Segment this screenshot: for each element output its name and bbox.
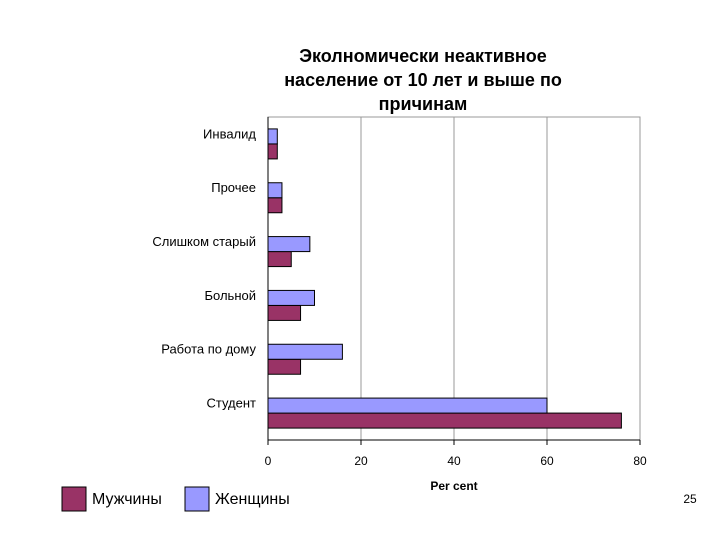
bar [267, 197, 283, 214]
page-number: 25 [683, 492, 697, 506]
bar [267, 304, 302, 321]
legend-swatch [184, 486, 210, 512]
legend-label: Мужчины [92, 491, 162, 508]
x-tick-label: 80 [633, 454, 647, 468]
bar [267, 397, 548, 414]
x-tick-label: 0 [265, 454, 272, 468]
chart-title: Эколномически неактивное население от 10… [284, 46, 562, 114]
bar [267, 143, 278, 160]
y-tick-label: Слишком старый [152, 234, 256, 249]
x-tick-label: 60 [540, 454, 554, 468]
bar [267, 182, 283, 199]
legend-swatch [61, 486, 87, 512]
bar [267, 128, 278, 145]
y-tick-label: Работа по дому [161, 342, 256, 357]
bar [267, 412, 622, 429]
x-axis-label: Per cent [430, 479, 477, 493]
y-tick-label: Прочее [211, 180, 256, 195]
bar [267, 236, 311, 253]
bar [267, 289, 315, 306]
legend-label: Женщины [215, 491, 290, 508]
x-tick-label: 40 [447, 454, 461, 468]
bar [267, 358, 302, 375]
y-tick-label: Инвалид [203, 126, 256, 141]
bar [267, 343, 343, 360]
x-tick-label: 20 [354, 454, 368, 468]
bar [267, 251, 292, 268]
y-tick-label: Студент [206, 396, 256, 411]
y-tick-label: Больной [204, 288, 256, 303]
